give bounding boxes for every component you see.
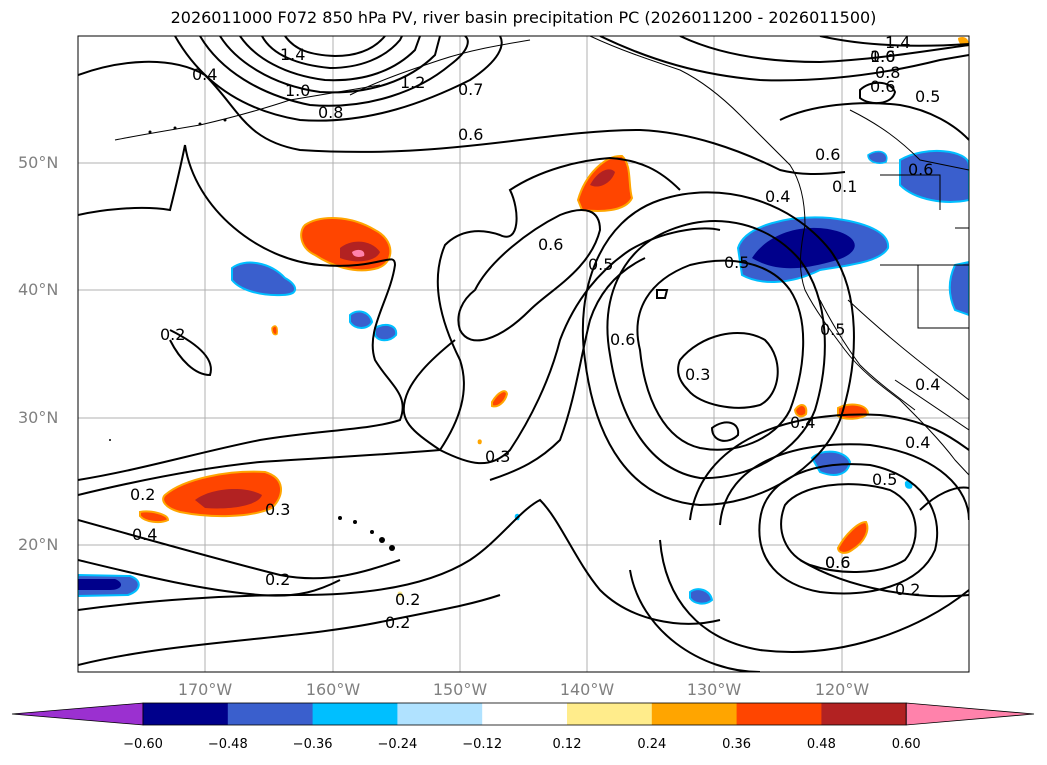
contour-label: 0.2: [395, 590, 420, 609]
contour-label: 0.6: [610, 330, 635, 349]
contour-label: 0.6: [870, 47, 895, 66]
contour-label: 0.6: [815, 145, 840, 164]
contour-label: 0.3: [685, 365, 710, 384]
contour-label: 0.6: [825, 553, 850, 572]
colorbar-segment: [312, 703, 398, 725]
colorbar-tick-label: 0.48: [806, 737, 836, 752]
contour-label: 0.4: [790, 413, 815, 432]
lon-label: 120°W: [814, 680, 870, 699]
colorbar-tick-label: 0.60: [891, 737, 921, 752]
lat-label: 30°N: [18, 408, 59, 427]
contour-label: 0.2: [385, 613, 410, 632]
lat-label: 50°N: [18, 153, 59, 172]
contour-label: 0.3: [265, 500, 290, 519]
map-title: 2026011000 F072 850 hPa PV, river basin …: [170, 8, 877, 27]
colorbar-tick-label: −0.60: [123, 737, 163, 752]
colorbar-segment: [736, 703, 822, 725]
contour-label: 0.1: [832, 177, 857, 196]
colorbar-tick-label: −0.36: [292, 737, 333, 752]
colorbar-segment: [482, 703, 568, 725]
contour-label: 0.6: [908, 160, 933, 179]
colorbar-segment: [143, 703, 229, 725]
lon-label: 150°W: [432, 680, 488, 699]
colorbar-tick-label: −0.12: [462, 737, 503, 752]
colorbar-tick-label: 0.36: [722, 737, 752, 752]
contour-label: 0.6: [870, 77, 895, 96]
lat-label: 40°N: [18, 280, 59, 299]
precip-anomaly-shading: [78, 36, 969, 605]
contour-label: 0.8: [875, 63, 900, 82]
contour-label: 0.5: [724, 253, 749, 272]
colorbar-segment: [227, 703, 314, 725]
contour-label: 0.6: [538, 235, 563, 254]
colorbar-tick-label: −0.24: [377, 737, 418, 752]
contour-label: 1.2: [400, 73, 425, 92]
lon-label: 130°W: [686, 680, 742, 699]
contour-label: 0.3: [485, 447, 510, 466]
colorbar-segment: [651, 703, 738, 725]
contour-label: 0.5: [872, 470, 897, 489]
contour-label: 0.4: [905, 433, 930, 452]
contour-label: 0.5: [820, 320, 845, 339]
colorbar-extend-min: [11, 702, 144, 726]
contour-label: 0.2: [265, 570, 290, 589]
islands: [109, 118, 395, 551]
contour-label-group: 1.4 1.2 1.0 0.8 0.6 0.5 0.4 0.7 0.6 1.4 …: [130, 33, 940, 632]
contour-label: 0.6: [825, 553, 850, 572]
lon-label: 160°W: [305, 680, 361, 699]
contour-label: 0.4: [132, 525, 157, 544]
contour-label: 1.4: [280, 45, 305, 64]
colorbar-outline: [142, 702, 907, 726]
contour-label: 0.4: [765, 187, 790, 206]
contour-label: 1.0: [285, 81, 310, 100]
contour-label: 0.5: [588, 255, 613, 274]
colorbar-extend-max: [905, 702, 1035, 726]
colorbar-tick-label: 0.12: [552, 737, 582, 752]
colorbar-segment: [567, 703, 653, 725]
contour-label: 1.0: [870, 47, 895, 66]
lon-label: 170°W: [177, 680, 233, 699]
contour-label: 0.8: [318, 103, 343, 122]
contour-label: 0.4: [915, 375, 940, 394]
contour-label: 0.2: [160, 325, 185, 344]
lon-label: 140°W: [559, 680, 615, 699]
contour-label: 0.2: [895, 580, 920, 599]
colorbar-tick-label: 0.24: [637, 737, 667, 752]
colorbar: [11, 702, 1035, 726]
contour-label: 1.4: [885, 33, 910, 52]
pv-contours: [78, 36, 969, 672]
contour-label: 0.5: [915, 87, 940, 106]
colorbar-segment: [821, 703, 907, 725]
contour-label: 0.4: [192, 65, 217, 84]
colorbar-segment: [397, 703, 483, 725]
contour-label: 0.2: [130, 485, 155, 504]
contour-label: 0.6: [458, 125, 483, 144]
map-frame: [77, 35, 970, 673]
contour-label: 0.7: [458, 80, 483, 99]
colorbar-tick-label: −0.48: [207, 737, 248, 752]
lat-label: 20°N: [18, 535, 59, 554]
